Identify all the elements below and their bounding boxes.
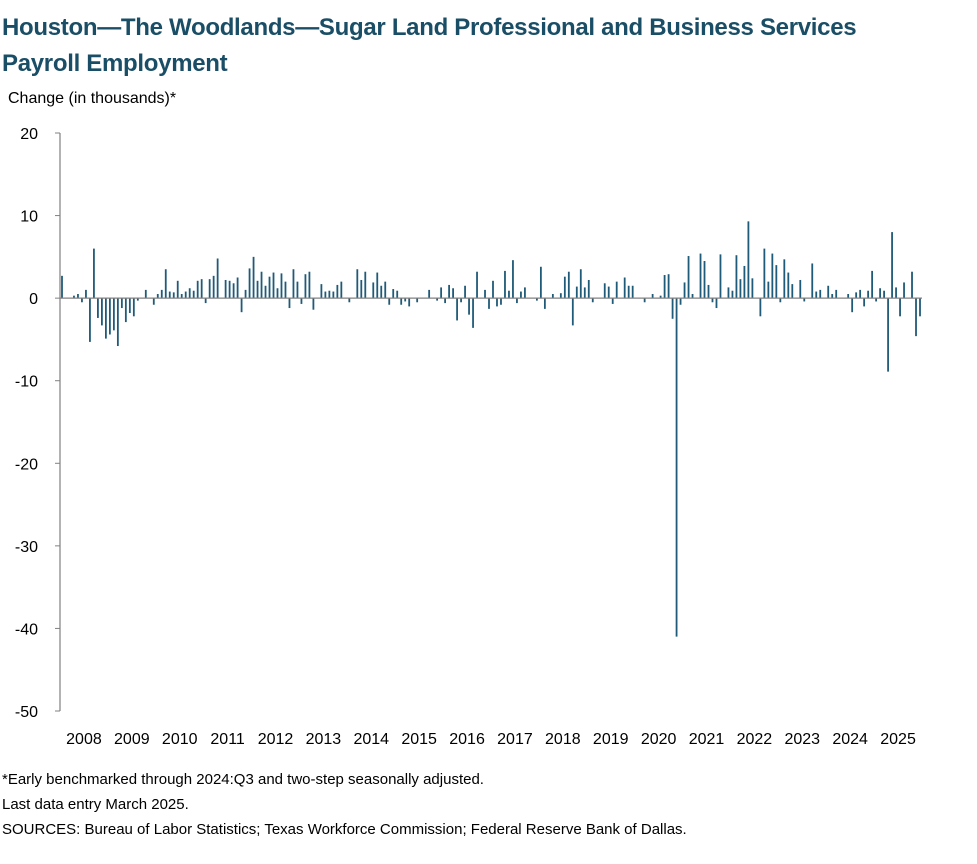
x-tick-label: 2012 [258,731,294,748]
x-tick-label: 2015 [401,731,437,748]
chart-title: Houston—The Woodlands—Sugar Land Profess… [2,10,962,82]
footnote-last-entry: Last data entry March 2025. [2,796,189,813]
x-tick-label: 2018 [545,731,581,748]
y-tick-label: 10 [20,209,38,226]
y-tick-label: -30 [15,539,38,556]
x-tick-label: 2022 [737,731,773,748]
footnote-sources: SOURCES: Bureau of Labor Statistics; Tex… [2,821,687,838]
x-tick-label: 2009 [114,731,150,748]
x-tick-label: 2017 [497,731,533,748]
x-tick-label: 2024 [832,731,868,748]
x-tick-label: 2020 [641,731,677,748]
footnote-benchmark: *Early benchmarked through 2024:Q3 and t… [2,771,484,788]
x-tick-label: 2025 [880,731,916,748]
bar-series [61,221,921,637]
y-tick-label: -20 [15,456,38,473]
x-tick-label: 2021 [689,731,725,748]
chart-title-line1: Houston—The Woodlands—Sugar Land Profess… [2,14,857,41]
x-tick-label: 2010 [162,731,198,748]
x-axis: 2008 2009 2010 2011 2012 2013 2014 2015 2016 2017… [60,297,922,748]
x-tick-label: 2013 [306,731,342,748]
y-axis-label: Change (in thousands)* [8,90,177,107]
y-tick-label: -10 [15,374,38,391]
x-tick-label: 2016 [449,731,485,748]
x-tick-label: 2014 [353,731,389,748]
x-tick-label: 2019 [593,731,629,748]
chart-title-line2: Payroll Employment [2,50,228,77]
x-tick-label: 2008 [66,731,102,748]
x-tick-label: 2011 [210,731,245,748]
x-tick-label: 2023 [784,731,820,748]
y-tick-label: -50 [15,704,38,721]
y-tick-label: 0 [29,291,38,308]
y-tick-label: 20 [20,126,38,143]
y-axis: 20 10 0 -10 -20 -30 -40 -50 [15,126,61,721]
y-tick-label: -40 [15,621,38,638]
